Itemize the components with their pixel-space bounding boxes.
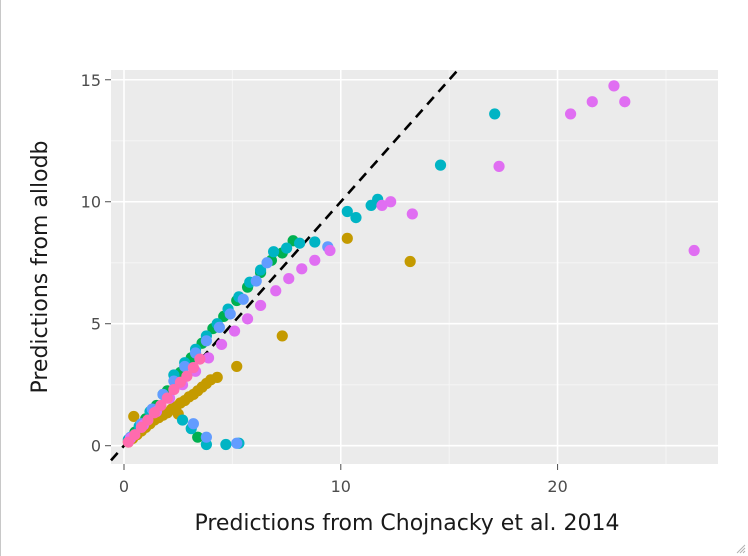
data-point	[176, 414, 189, 426]
data-point	[181, 370, 193, 382]
x-tick-label: 0	[119, 477, 129, 496]
y-tick-label: 15	[81, 71, 101, 90]
data-point	[135, 421, 147, 434]
data-point	[341, 205, 353, 218]
data-point	[128, 410, 140, 423]
data-point	[688, 244, 700, 257]
data-point	[155, 399, 167, 412]
data-point	[200, 335, 212, 347]
data-point	[220, 438, 232, 451]
x-axis-title: Predictions from Chojnacky et al. 2014	[194, 511, 619, 536]
data-point	[376, 199, 388, 211]
data-point	[228, 325, 241, 337]
plot-panel	[111, 70, 718, 464]
data-point	[619, 96, 631, 108]
data-point	[231, 360, 243, 373]
data-point	[276, 330, 288, 342]
tick-labels: 0 10 20 0 5 10 15	[81, 71, 568, 496]
data-point	[254, 264, 267, 276]
data-point	[187, 362, 199, 374]
data-point	[241, 313, 254, 325]
data-point	[192, 431, 204, 443]
data-point	[187, 418, 199, 430]
data-point	[161, 392, 173, 404]
data-point	[200, 431, 212, 443]
data-point	[296, 263, 308, 275]
data-point	[406, 208, 418, 220]
data-point	[250, 275, 262, 287]
data-point	[350, 211, 362, 224]
data-point	[267, 246, 280, 258]
data-point	[202, 352, 215, 364]
data-point	[215, 338, 228, 351]
data-point	[309, 254, 321, 266]
y-axis-title: Predictions from allodb	[28, 140, 53, 393]
data-point	[211, 371, 223, 383]
data-point	[341, 232, 353, 244]
data-point	[270, 285, 282, 297]
data-point	[283, 272, 295, 285]
y-tick-label: 10	[81, 193, 101, 212]
y-tick-label: 5	[91, 315, 101, 334]
resize-grip-icon[interactable]	[734, 542, 746, 554]
data-point	[254, 299, 267, 312]
data-points	[122, 80, 700, 451]
axis-ticks	[105, 79, 559, 470]
data-point	[179, 360, 191, 373]
data-point	[142, 414, 154, 426]
data-point	[261, 257, 273, 269]
data-point	[224, 308, 236, 320]
data-point	[309, 236, 321, 248]
series-5	[122, 353, 206, 448]
data-point	[168, 383, 180, 396]
data-point	[404, 255, 416, 268]
data-point	[237, 293, 249, 305]
data-point	[586, 96, 598, 108]
data-point	[564, 108, 577, 120]
data-point	[213, 321, 225, 333]
x-tick-label: 20	[547, 477, 567, 496]
data-point	[280, 242, 293, 254]
y-tick-label: 0	[91, 437, 101, 456]
data-point	[608, 80, 620, 92]
data-point	[324, 244, 336, 257]
data-point	[434, 159, 447, 171]
data-point	[194, 353, 206, 365]
data-point	[489, 108, 501, 120]
data-point	[129, 429, 141, 441]
data-point	[122, 436, 134, 448]
data-point	[148, 407, 160, 419]
data-point	[385, 196, 397, 208]
x-tick-label: 10	[331, 477, 351, 496]
data-point	[294, 237, 306, 249]
data-point	[493, 160, 505, 172]
data-point	[231, 437, 243, 449]
